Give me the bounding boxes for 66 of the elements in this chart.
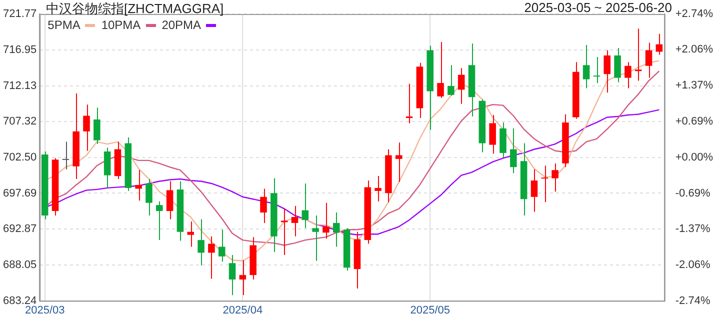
y-tick-label: 721.77 [2,8,37,20]
y2-tick-label: +0.69% [675,115,714,128]
candlestick [437,42,444,98]
candlestick [489,114,496,154]
candlestick [552,162,558,192]
candlestick [604,50,611,94]
y-tick-label: 712.13 [2,80,37,92]
y2-tick-label: +1.37% [675,80,714,92]
candlestick [614,48,621,83]
candlestick [280,208,288,256]
y2-tick-label: +2.74% [675,8,714,20]
legend-label: 5PMA [48,18,82,32]
x-tick-label: 2025/04 [222,304,263,316]
candlestick [146,178,152,216]
chart-subtitle: 2025-03-05 ~ 2025-06-20 [524,0,672,15]
y2-tick-label: -2.06% [675,259,710,272]
candlestick [62,141,70,170]
candlestick [312,214,319,262]
x-tick-label: 2025/03 [24,304,65,316]
candlestick [218,229,226,262]
candlestick [395,142,402,182]
candlestick [406,83,413,124]
candlestick [94,107,100,145]
candlestick [530,168,538,212]
y-tick-label: 692.87 [2,223,37,236]
y-tick-label: 688.05 [2,259,37,272]
y2-tick-label: -0.69% [675,188,710,200]
candlestick [656,33,663,56]
candlestick [458,68,465,104]
y2-tick-label: -1.37% [675,223,710,236]
candlestick [624,62,632,89]
y2-tick-label: +2.06% [675,44,714,56]
x-tick-label: 2025/05 [410,304,450,316]
candlestick [135,170,142,202]
y-tick-label: 683.24 [2,294,37,307]
y-tick-label: 702.50 [2,151,37,164]
y-tick-label: 707.32 [2,116,37,128]
y-tick-label: 697.69 [2,187,37,200]
candlestick [302,182,309,229]
candlestick [645,42,652,78]
candlestick [541,165,548,203]
y-tick-label: 716.95 [2,44,37,56]
candlestick [187,220,194,248]
candlestick [448,64,454,96]
candlestick [104,147,111,188]
legend-label: 20PMA [162,18,202,32]
candlestick [198,218,204,266]
candlestick [374,176,382,202]
y2-tick-label: +0.00% [675,151,714,164]
chart-title: 中汉谷物综指[ZHCTMAGGRA] [46,0,224,18]
candlestick [510,128,517,174]
candlestick [260,188,267,224]
candlestick [208,236,215,280]
legend-label: 10PMA [101,18,142,32]
candlestick [634,28,642,82]
candlestick [83,104,90,152]
candlestick [228,254,236,296]
candlestick [166,180,174,220]
y2-tick-label: -2.74% [675,294,710,307]
candlestick [239,260,246,296]
candlestick [333,212,340,248]
candlestick [322,202,330,240]
candlestick [593,56,600,84]
candlestick [291,205,298,237]
candlestick [582,44,590,89]
candlestick [156,200,163,241]
